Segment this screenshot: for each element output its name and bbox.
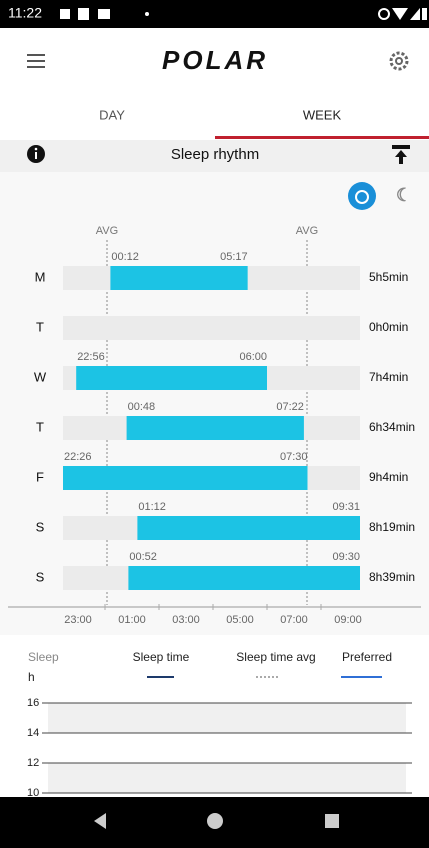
rhythm-area — [0, 172, 429, 635]
start-time: 00:48 — [128, 401, 156, 413]
duration: 9h4min — [369, 470, 408, 484]
sleep-bar — [110, 266, 248, 290]
start-time: 00:52 — [129, 551, 157, 563]
day-label: T — [36, 319, 44, 334]
y-tick-label: 10 — [27, 787, 39, 799]
tab-week[interactable]: WEEK — [303, 107, 342, 122]
start-time: 22:26 — [64, 451, 92, 463]
y-tick-label: 16 — [27, 697, 39, 709]
duration: 7h4min — [369, 370, 408, 384]
graph-unit: h — [28, 670, 35, 684]
day-label: S — [36, 569, 45, 584]
duration: 8h39min — [369, 570, 415, 584]
day-label: F — [36, 469, 44, 484]
legend-sleep-time: Sleep time — [133, 650, 190, 664]
sleep-bar — [137, 516, 360, 540]
status-icons — [60, 8, 427, 20]
y-tick-label: 12 — [27, 757, 39, 769]
rhythm-toggle[interactable] — [348, 182, 376, 210]
info-button[interactable] — [27, 145, 45, 163]
day-label: S — [36, 519, 45, 534]
end-time: 09:31 — [332, 501, 360, 513]
duration: 5h5min — [369, 270, 408, 284]
axis-label: 03:00 — [172, 614, 200, 626]
axis-label: 07:00 — [280, 614, 308, 626]
axis-label: 09:00 — [334, 614, 362, 626]
sleep-bar — [126, 416, 304, 440]
start-time: 01:12 — [138, 501, 166, 513]
sleep-bar — [76, 366, 267, 390]
status-bar — [0, 0, 429, 28]
nav-back[interactable] — [94, 813, 106, 829]
graph-band — [48, 763, 406, 793]
section-title: Sleep rhythm — [171, 146, 259, 163]
nav-recents[interactable] — [325, 814, 339, 828]
end-time: 09:30 — [332, 551, 360, 563]
end-time: 07:22 — [276, 401, 304, 413]
graph-label: Sleep — [28, 650, 59, 664]
graph-band — [48, 703, 406, 733]
start-time: 22:56 — [77, 351, 105, 363]
section-header — [0, 140, 429, 172]
track — [63, 316, 360, 340]
day-label: T — [36, 419, 44, 434]
settings-button[interactable] — [389, 51, 409, 71]
nav-home[interactable] — [207, 813, 223, 829]
export-button[interactable] — [392, 145, 410, 164]
day-label: M — [35, 269, 46, 284]
avg-label: AVG — [296, 225, 318, 237]
duration: 0h0min — [369, 320, 408, 334]
rhythm-toggle-icon — [355, 190, 369, 204]
sleep-bar — [128, 566, 360, 590]
legend-sleep-avg: Sleep time avg — [236, 650, 315, 664]
tab-indicator — [215, 136, 429, 139]
status-time: 11:22 — [8, 5, 42, 21]
axis-label: 01:00 — [118, 614, 146, 626]
start-time: 00:12 — [111, 251, 139, 263]
sleep-bar — [63, 466, 308, 490]
end-time: 07:30 — [280, 451, 308, 463]
logo: POLAR — [162, 45, 268, 75]
menu-button[interactable] — [27, 54, 45, 68]
avg-label: AVG — [96, 225, 118, 237]
legend-preferred: Preferred — [342, 650, 392, 664]
end-time: 05:17 — [220, 251, 248, 263]
duration: 8h19min — [369, 520, 415, 534]
duration: 6h34min — [369, 420, 415, 434]
day-label: W — [34, 369, 47, 384]
tab-day[interactable]: DAY — [99, 107, 125, 122]
y-tick-label: 14 — [27, 727, 39, 739]
sleep-toggle[interactable]: ☾ — [396, 185, 412, 205]
axis-label: 05:00 — [226, 614, 254, 626]
end-time: 06:00 — [239, 351, 267, 363]
axis-label: 23:00 — [64, 614, 92, 626]
